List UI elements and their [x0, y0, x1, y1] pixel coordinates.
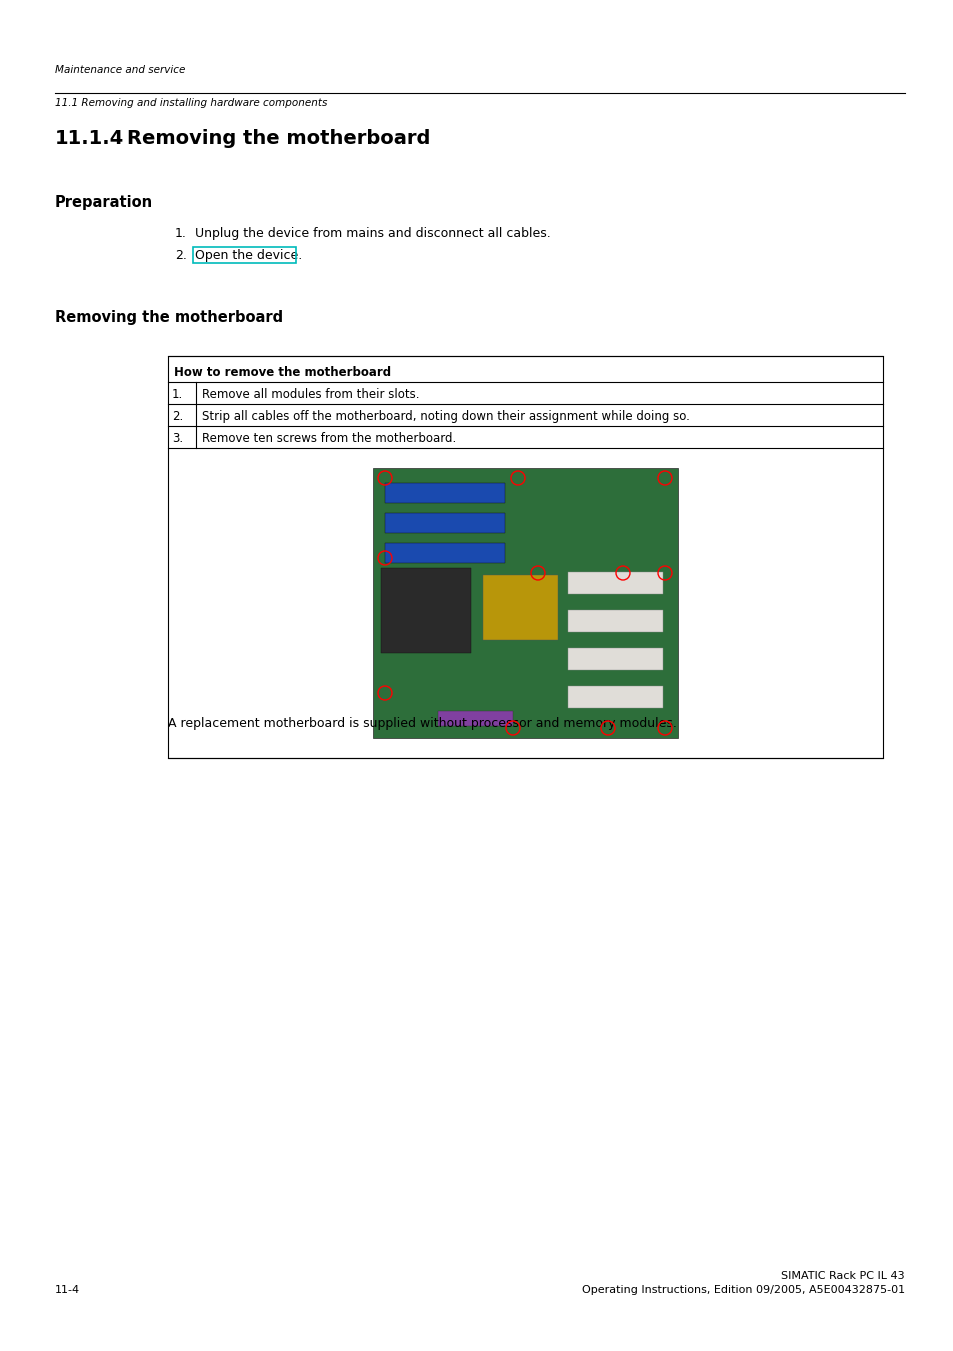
- Bar: [437, 711, 513, 725]
- Bar: [385, 543, 504, 563]
- Bar: [567, 571, 662, 594]
- Text: Remove all modules from their slots.: Remove all modules from their slots.: [202, 388, 419, 401]
- Text: 2.: 2.: [172, 409, 183, 423]
- Bar: [567, 611, 662, 632]
- Text: Removing the motherboard: Removing the motherboard: [127, 128, 430, 149]
- Text: Remove ten screws from the motherboard.: Remove ten screws from the motherboard.: [202, 431, 456, 444]
- Text: 3.: 3.: [172, 431, 183, 444]
- Text: 1.: 1.: [172, 388, 183, 401]
- Bar: [193, 247, 295, 263]
- Bar: [567, 686, 662, 708]
- Text: Removing the motherboard: Removing the motherboard: [55, 309, 283, 326]
- Text: 11.1.4: 11.1.4: [55, 128, 124, 149]
- Text: 2.: 2.: [174, 249, 187, 262]
- Text: SIMATIC Rack PC IL 43: SIMATIC Rack PC IL 43: [781, 1271, 904, 1281]
- Text: Open the device.: Open the device.: [194, 249, 302, 262]
- Text: Operating Instructions, Edition 09/2005, A5E00432875-01: Operating Instructions, Edition 09/2005,…: [581, 1285, 904, 1296]
- Text: 11-4: 11-4: [55, 1285, 80, 1296]
- Bar: [380, 567, 471, 653]
- Bar: [567, 648, 662, 670]
- Text: Maintenance and service: Maintenance and service: [55, 65, 185, 76]
- Bar: [482, 574, 558, 639]
- Bar: [373, 467, 678, 738]
- Text: Strip all cables off the motherboard, noting down their assignment while doing s: Strip all cables off the motherboard, no…: [202, 409, 689, 423]
- Text: 11.1 Removing and installing hardware components: 11.1 Removing and installing hardware co…: [55, 99, 327, 108]
- Bar: [385, 484, 504, 503]
- Bar: [385, 513, 504, 534]
- Text: Unplug the device from mains and disconnect all cables.: Unplug the device from mains and disconn…: [194, 227, 550, 240]
- Bar: [168, 357, 882, 758]
- Text: 1.: 1.: [174, 227, 187, 240]
- Text: Preparation: Preparation: [55, 195, 153, 209]
- Text: A replacement motherboard is supplied without processor and memory modules.: A replacement motherboard is supplied wi…: [168, 717, 677, 730]
- Text: How to remove the motherboard: How to remove the motherboard: [173, 366, 391, 380]
